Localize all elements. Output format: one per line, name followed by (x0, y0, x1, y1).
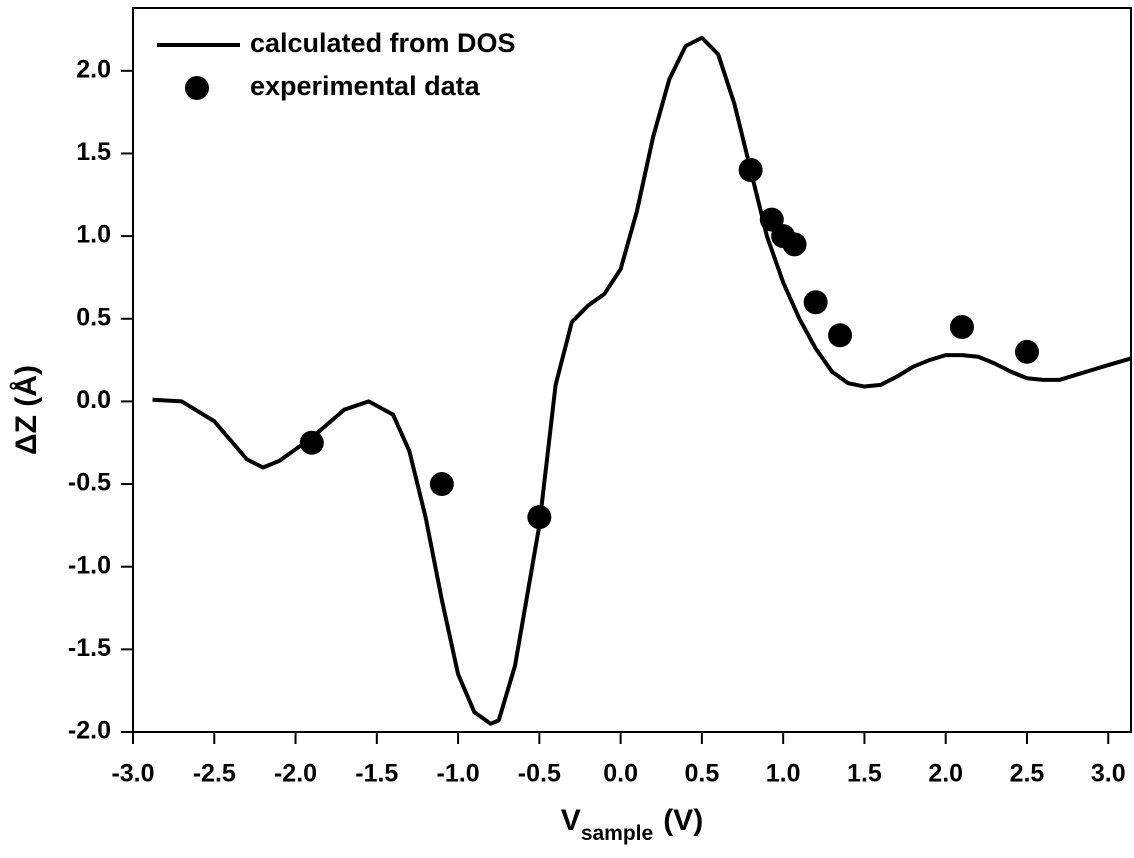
y-tick-label: -0.5 (68, 469, 111, 497)
y-tick-label: -1.0 (68, 551, 111, 579)
x-tick-label: -0.5 (518, 760, 561, 788)
legend-label: experimental data (250, 71, 481, 101)
scatter-point (803, 290, 828, 315)
scatter-point (828, 323, 853, 348)
x-axis-title-main: V (561, 804, 581, 837)
x-tick-label: 1.5 (847, 760, 882, 788)
scatter-point (299, 430, 324, 455)
x-tick-label: 1.0 (766, 760, 801, 788)
x-tick-label: -2.0 (274, 760, 317, 788)
y-axis-title: ΔZ (Å) (10, 365, 43, 455)
x-tick-label: 2.5 (1010, 760, 1045, 788)
plot-frame (132, 7, 1132, 733)
y-tick-label: 0.0 (76, 386, 111, 414)
scatter-point (949, 315, 974, 340)
y-tick-label: 2.0 (76, 55, 111, 83)
x-axis-title-suffix: (V) (663, 804, 703, 837)
x-tick-label: -1.5 (355, 760, 398, 788)
x-tick-label: 0.0 (603, 760, 638, 788)
x-tick-label: 2.0 (928, 760, 963, 788)
legend-swatch (185, 76, 209, 100)
scatter-point (1014, 339, 1039, 364)
y-tick-label: -2.0 (68, 717, 111, 745)
x-tick-label: -2.5 (193, 760, 236, 788)
y-tick-label: 1.0 (76, 221, 111, 249)
scatter-point (527, 505, 552, 530)
scatter-point (429, 472, 454, 497)
line-series (152, 35, 1132, 726)
x-tick-label: 0.5 (685, 760, 720, 788)
x-tick-label: -1.0 (437, 760, 480, 788)
y-tick-label: -1.5 (68, 634, 111, 662)
y-tick-label: 0.5 (76, 303, 111, 331)
scatter-point (782, 232, 807, 257)
scatter-point (738, 157, 763, 182)
x-tick-label: 3.0 (1091, 760, 1126, 788)
x-tick-label: -3.0 (111, 760, 154, 788)
y-tick-label: 1.5 (76, 138, 111, 166)
legend-label: calculated from DOS (250, 28, 516, 58)
x-axis-title: Vsample (V) (561, 804, 703, 845)
x-axis-title-subscript: sample (581, 822, 653, 845)
